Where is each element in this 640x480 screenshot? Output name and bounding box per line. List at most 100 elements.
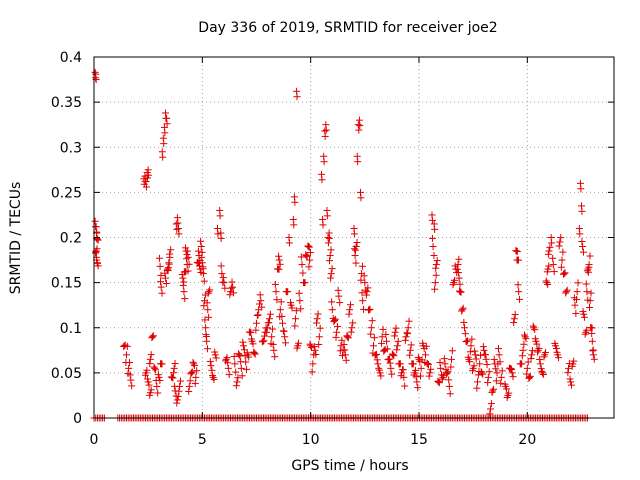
data-point [287, 299, 295, 307]
data-point [150, 363, 158, 371]
data-point [270, 346, 278, 354]
data-point [275, 252, 283, 260]
data-point [390, 352, 398, 360]
y-axis-label: SRMTID / TECUs [8, 182, 24, 295]
data-point [145, 171, 153, 179]
data-point [282, 288, 290, 296]
data-point [326, 234, 334, 242]
data-point [576, 230, 584, 238]
data-point [209, 372, 217, 380]
data-point [200, 277, 208, 285]
data-point [405, 317, 413, 325]
data-point [306, 340, 314, 348]
data-point [162, 280, 170, 288]
data-point [253, 319, 260, 327]
data-point [423, 359, 431, 367]
data-point [328, 265, 336, 273]
data-point [159, 153, 167, 161]
y-tick-label: 0 [73, 411, 82, 427]
data-point [312, 351, 320, 359]
data-point [288, 304, 296, 312]
data-point [555, 354, 563, 362]
data-point [467, 342, 475, 350]
data-point [204, 306, 212, 314]
data-point [520, 340, 528, 348]
data-point [538, 367, 546, 375]
data-point [483, 361, 491, 369]
data-point [147, 386, 155, 394]
data-point [263, 324, 271, 332]
data-point [370, 334, 378, 342]
data-point [551, 339, 559, 347]
data-point [419, 339, 427, 347]
data-point [364, 284, 372, 292]
data-point [458, 306, 466, 314]
data-point [453, 265, 461, 273]
data-point [391, 328, 399, 336]
data-point [540, 353, 548, 361]
data-point [322, 126, 330, 134]
data-point [167, 373, 175, 381]
data-point [250, 349, 258, 357]
data-point [199, 263, 207, 271]
data-point [343, 332, 351, 340]
data-point [534, 346, 542, 354]
data-point [146, 360, 154, 368]
data-point [352, 259, 360, 267]
data-point [545, 262, 553, 270]
data-point [484, 379, 492, 387]
data-point [546, 243, 554, 251]
data-point [193, 367, 201, 375]
data-points [90, 68, 598, 422]
data-point [291, 198, 299, 206]
y-tick-label: 0.4 [60, 50, 82, 66]
data-point [252, 326, 260, 334]
data-point [347, 328, 355, 336]
data-point [589, 351, 597, 359]
data-point [413, 378, 421, 386]
data-point [199, 270, 207, 278]
data-point [324, 239, 332, 247]
data-point [556, 238, 564, 246]
data-point [525, 374, 533, 382]
data-point [482, 351, 490, 359]
data-point [171, 360, 179, 368]
data-point [184, 247, 192, 255]
data-point [179, 281, 187, 289]
data-point [238, 372, 246, 380]
data-point [165, 260, 173, 268]
data-point [175, 387, 183, 395]
data-point [393, 342, 401, 350]
data-point [169, 374, 177, 382]
data-point [205, 288, 213, 296]
data-point [185, 260, 193, 268]
data-point [280, 327, 288, 335]
data-point [316, 324, 324, 332]
data-point [261, 332, 269, 340]
data-point [143, 366, 151, 374]
data-point [219, 274, 227, 282]
data-point [300, 279, 308, 287]
data-point [565, 364, 572, 372]
data-point [412, 373, 420, 381]
data-point [334, 323, 342, 331]
data-point [292, 315, 299, 323]
data-point [146, 355, 154, 363]
data-point [173, 399, 181, 407]
data-point [470, 362, 478, 370]
data-point [247, 329, 255, 337]
data-point [560, 270, 568, 278]
data-point [430, 252, 438, 260]
data-point [490, 385, 498, 393]
data-point [431, 225, 439, 233]
data-point [433, 257, 441, 265]
data-point [375, 366, 383, 374]
data-point [358, 289, 366, 297]
data-point [337, 342, 345, 350]
data-point [274, 265, 282, 273]
data-point [326, 252, 334, 260]
y-tick-label: 0.35 [51, 95, 82, 111]
data-point [456, 287, 464, 295]
data-point [571, 301, 579, 309]
data-point [187, 370, 195, 378]
